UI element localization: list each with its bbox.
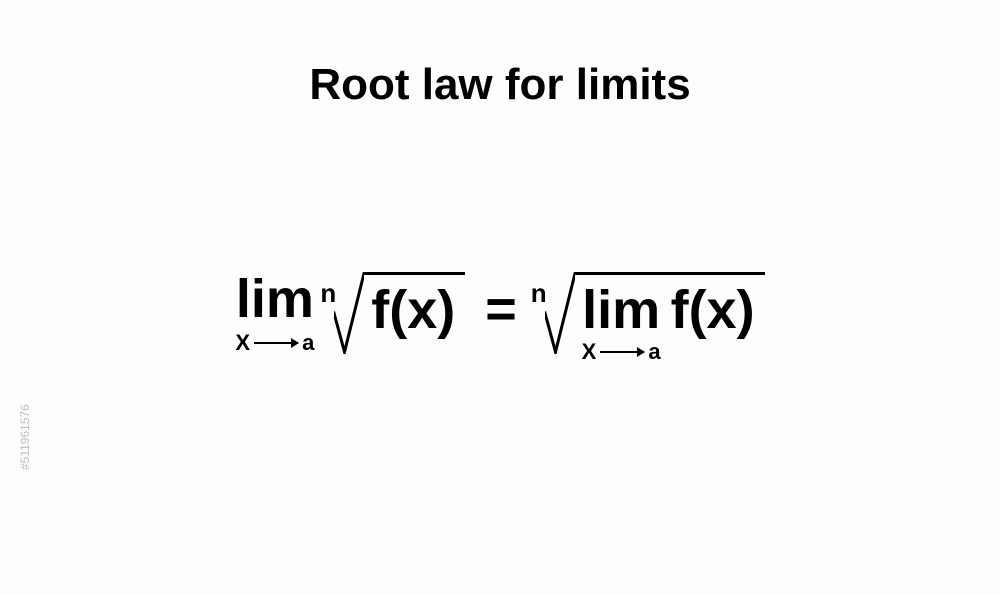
radical-right: lim X a f(x) — [545, 272, 765, 354]
root-right: n lim X a f(x) — [531, 272, 765, 354]
radicand-right: lim X a f(x) — [574, 272, 765, 354]
lim-right: lim X a — [582, 283, 661, 363]
radical-icon — [334, 272, 364, 354]
approach-var-right: X — [582, 341, 597, 363]
lim-label-right: lim — [582, 283, 660, 337]
watermark-text: #511961576 — [18, 404, 32, 470]
approach-to-left: a — [302, 330, 314, 356]
approach-left: X a — [235, 330, 314, 356]
approach-var-left: X — [235, 330, 250, 356]
radical-icon — [545, 272, 575, 354]
arrow-icon — [254, 342, 298, 344]
approach-right: X a — [582, 341, 661, 363]
radical-left: f(x) — [334, 272, 465, 354]
fx-right: f(x) — [671, 283, 755, 337]
radicand-left: f(x) — [363, 272, 465, 354]
formula-container: lim X a n f(x) = n — [0, 272, 1000, 356]
root-law-formula: lim X a n f(x) = n — [235, 272, 764, 356]
lim-left: lim X a — [235, 272, 314, 356]
lim-label-left: lim — [236, 272, 314, 326]
equals-sign: = — [471, 282, 531, 336]
approach-to-right: a — [648, 341, 660, 363]
page-title: Root law for limits — [0, 60, 1000, 110]
root-left: n f(x) — [320, 272, 465, 354]
arrow-icon — [600, 351, 644, 353]
fx-left: f(x) — [371, 280, 455, 340]
